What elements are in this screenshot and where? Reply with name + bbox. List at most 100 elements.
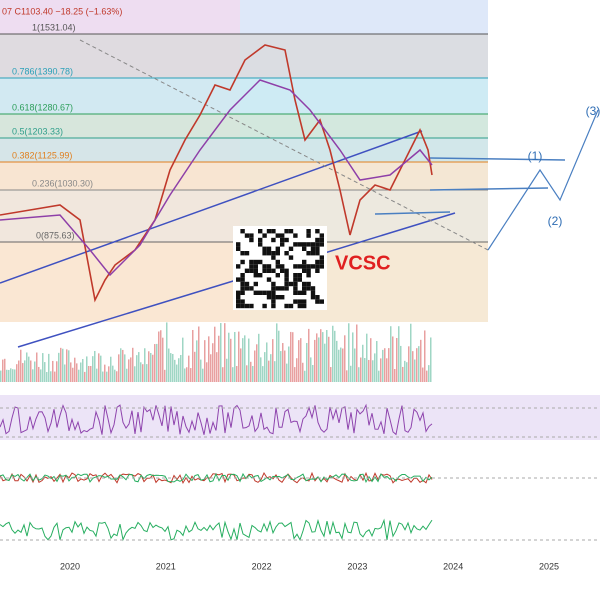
volume-bar: [190, 368, 192, 382]
volume-bar: [224, 323, 226, 382]
qr-cell: [284, 277, 289, 282]
volume-bar: [280, 351, 282, 382]
volume-bar: [26, 352, 28, 382]
qr-cell: [275, 233, 280, 238]
volume-bar: [142, 364, 144, 382]
volume-bar: [354, 348, 356, 382]
qr-pattern: [236, 229, 324, 309]
qr-cell: [236, 299, 241, 304]
volume-bar: [336, 340, 338, 382]
volume-bar: [70, 362, 72, 382]
volume-bar: [0, 370, 2, 382]
volume-bar: [360, 357, 362, 382]
qr-cell: [262, 264, 267, 269]
trend-line: [0, 130, 423, 284]
qr-cell: [249, 259, 254, 265]
volume-bar: [16, 364, 18, 382]
volume-bar: [392, 336, 394, 382]
volume-bar: [74, 357, 76, 382]
volume-bar: [248, 338, 250, 382]
year-label: 2023: [347, 561, 367, 571]
qr-cell: [253, 264, 258, 269]
volume-bar: [130, 357, 132, 382]
volume-bar: [216, 352, 218, 382]
qr-cell: [249, 286, 254, 291]
volume-bar: [200, 359, 202, 382]
qr-cell: [280, 268, 285, 273]
qr-cell: [275, 264, 280, 269]
volume-bar: [66, 349, 68, 382]
indicator-line: [0, 403, 433, 436]
volume-bar: [12, 369, 14, 382]
volume-bar: [156, 343, 158, 382]
volume-bar: [132, 347, 134, 382]
qr-cell: [249, 303, 254, 309]
volume-bar: [92, 356, 94, 382]
volume-bar: [24, 360, 26, 382]
volume-bar: [240, 348, 242, 382]
volume-bar: [400, 345, 402, 382]
qr-cell: [310, 295, 316, 300]
volume-bar: [306, 343, 308, 382]
volume-bar: [136, 355, 138, 382]
fib-bands: [0, 33, 488, 322]
volume-bar: [390, 326, 392, 382]
qr-cell: [271, 299, 276, 304]
qr-cell: [315, 229, 320, 234]
volume-bar: [164, 369, 166, 382]
volume-bar: [122, 349, 124, 382]
qr-cell: [271, 251, 276, 256]
qr-cell: [253, 268, 258, 273]
qr-cell: [315, 295, 320, 300]
qr-cell: [249, 233, 254, 238]
qr-cell: [240, 251, 245, 256]
volume-bar: [416, 348, 418, 382]
volume-bar: [84, 371, 86, 382]
indicator-line: [0, 518, 433, 542]
volume-bar: [264, 352, 266, 382]
volume-bar: [394, 369, 396, 382]
qr-cell: [236, 290, 241, 295]
qr-cell: [280, 237, 285, 243]
qr-cell: [271, 295, 276, 300]
qr-cell: [258, 273, 263, 278]
volume-bar: [112, 365, 114, 382]
volume-bar: [106, 371, 108, 382]
volume-bar: [226, 358, 228, 382]
qr-cell: [319, 237, 324, 243]
volume-bar: [138, 352, 140, 382]
volume-bar: [258, 333, 260, 382]
qr-cell: [240, 273, 245, 278]
volume-bar: [186, 367, 188, 382]
fib-band: [0, 34, 488, 78]
qr-cell: [244, 281, 250, 287]
qr-cell: [240, 259, 245, 265]
qr-cell: [266, 246, 272, 251]
qr-cell: [306, 229, 311, 234]
volume-bar: [374, 353, 376, 382]
brand: VCSC: [335, 252, 391, 274]
volume-bar: [88, 365, 90, 382]
qr-cell: [240, 229, 245, 234]
volume-bar: [44, 362, 46, 382]
qr-cell: [315, 264, 320, 269]
volume-bar: [76, 363, 78, 382]
volume-bar: [252, 366, 254, 382]
volume-bar: [206, 362, 208, 382]
volume-bar: [378, 370, 380, 382]
volume-bar: [370, 338, 372, 382]
qr-cell: [302, 242, 307, 247]
qr-cell: [266, 290, 272, 295]
qr-cell: [249, 264, 254, 269]
volume-bar: [346, 370, 348, 382]
volume-bar: [82, 359, 84, 382]
qr-cell: [315, 268, 320, 273]
volume-bar: [148, 351, 150, 382]
volume-bar: [396, 338, 398, 382]
qr-cell: [271, 237, 276, 243]
volume-bar: [140, 362, 142, 382]
qr-cell: [302, 303, 307, 309]
year-label: 2025: [539, 561, 559, 571]
fib-band: [0, 162, 488, 190]
qr-cell: [240, 303, 245, 309]
